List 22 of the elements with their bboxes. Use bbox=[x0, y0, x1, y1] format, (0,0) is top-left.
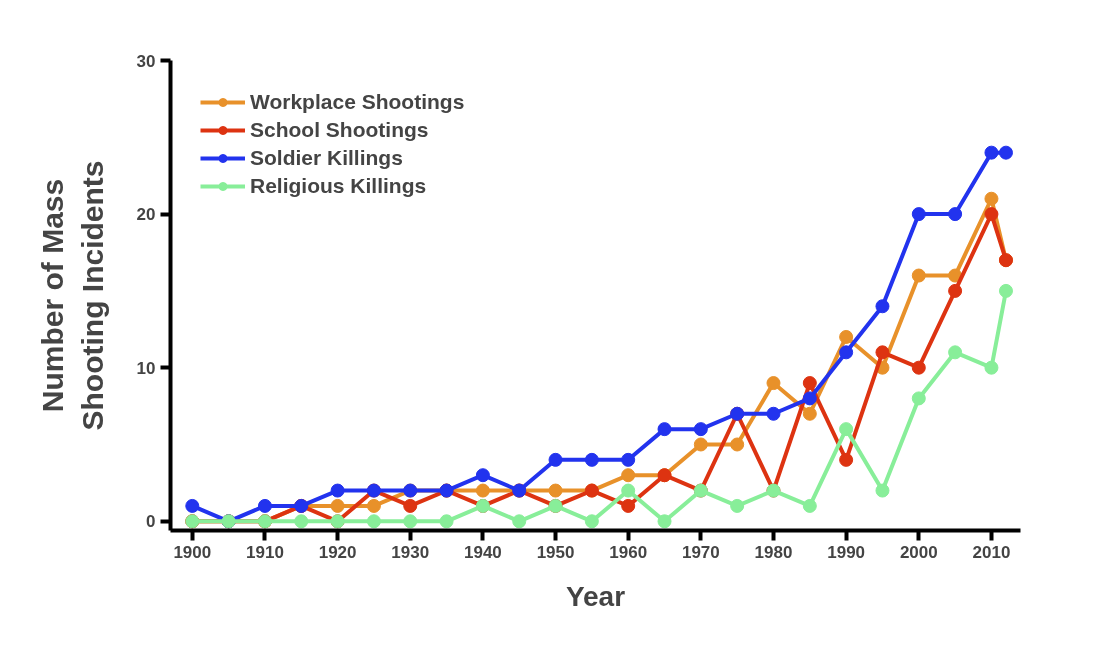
x-tick-label: 1930 bbox=[391, 542, 430, 562]
y-tick-label: 0 bbox=[146, 512, 156, 532]
x-tick-label: 1960 bbox=[609, 542, 648, 562]
legend-label: School Shootings bbox=[250, 118, 429, 142]
x-tick-label: 1940 bbox=[463, 542, 502, 562]
x-axis-title: Year bbox=[565, 580, 626, 612]
legend-label: Workplace Shootings bbox=[250, 90, 465, 114]
y-tick-label: 20 bbox=[136, 205, 156, 225]
x-tick-label: 2010 bbox=[972, 542, 1011, 562]
x-tick-label: 1980 bbox=[754, 542, 793, 562]
x-tick-label: 1970 bbox=[681, 542, 720, 562]
y-tick-label: 30 bbox=[136, 51, 156, 71]
x-tick-label: 1950 bbox=[536, 542, 575, 562]
y-axis-title: Number of Mass Shooting Incidents bbox=[35, 160, 109, 431]
x-tick-label: 1990 bbox=[827, 542, 866, 562]
legend-label: Soldier Killings bbox=[250, 146, 403, 170]
x-tick-label: 1920 bbox=[318, 542, 357, 562]
legend-label: Religious Killings bbox=[250, 174, 427, 198]
x-tick-label: 1900 bbox=[173, 542, 212, 562]
y-tick-label: 10 bbox=[136, 358, 156, 378]
x-tick-label: 2000 bbox=[899, 542, 938, 562]
x-tick-label: 1910 bbox=[246, 542, 284, 562]
